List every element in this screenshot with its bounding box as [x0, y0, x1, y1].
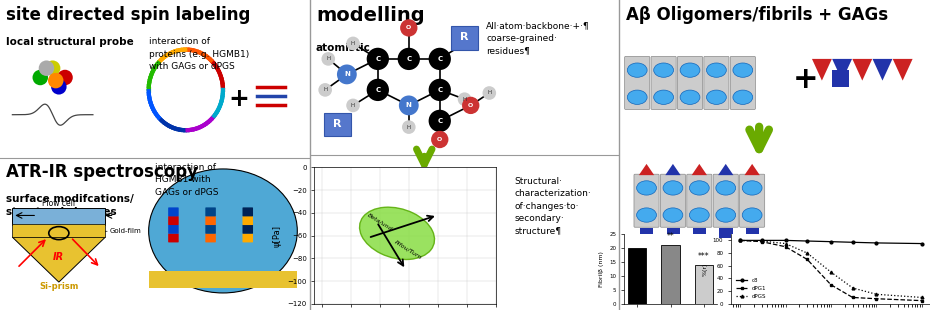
c8	[847, 241, 858, 244]
FancyBboxPatch shape	[206, 233, 216, 242]
Circle shape	[318, 83, 332, 97]
Text: H: H	[462, 97, 467, 102]
FancyBboxPatch shape	[739, 174, 764, 227]
Bar	[661, 245, 680, 304]
Text: R: R	[460, 32, 469, 42]
Ellipse shape	[663, 208, 683, 222]
Circle shape	[429, 110, 451, 132]
Circle shape	[39, 60, 54, 76]
Circle shape	[402, 120, 416, 134]
Text: interaction of
proteins (e.g. HGMB1)
with GAGs or dPGS: interaction of proteins (e.g. HGMB1) wit…	[149, 37, 249, 71]
Circle shape	[322, 52, 335, 66]
FancyBboxPatch shape	[451, 26, 478, 50]
FancyBboxPatch shape	[651, 56, 676, 109]
Text: R: R	[333, 119, 342, 129]
Ellipse shape	[742, 208, 762, 222]
Ellipse shape	[680, 63, 700, 77]
FancyBboxPatch shape	[686, 174, 711, 227]
dPGS	[826, 270, 837, 274]
FancyBboxPatch shape	[206, 225, 216, 234]
Text: O: O	[406, 25, 411, 30]
FancyBboxPatch shape	[243, 225, 253, 234]
dPG1	[780, 245, 791, 249]
FancyBboxPatch shape	[640, 228, 654, 237]
Circle shape	[51, 79, 67, 95]
Circle shape	[398, 48, 420, 70]
Circle shape	[33, 70, 48, 85]
FancyBboxPatch shape	[12, 208, 105, 225]
dPGS	[916, 296, 927, 299]
FancyBboxPatch shape	[168, 207, 179, 216]
dPGS	[735, 238, 746, 242]
Text: C: C	[437, 87, 443, 93]
Circle shape	[337, 64, 357, 84]
Ellipse shape	[733, 63, 752, 77]
FancyBboxPatch shape	[243, 233, 253, 242]
Text: Flow cell: Flow cell	[42, 198, 75, 208]
Text: N: N	[344, 71, 350, 78]
Ellipse shape	[628, 90, 647, 104]
Ellipse shape	[680, 90, 700, 104]
Text: Gold-film: Gold-film	[110, 228, 141, 234]
Circle shape	[346, 37, 360, 50]
Text: Structural·
characterization·
of·changes·to·
secondary·
structure¶: Structural· characterization· of·changes…	[514, 177, 591, 236]
Circle shape	[462, 97, 479, 114]
dPG1	[847, 296, 858, 299]
Text: surface modifcations/
structural changes: surface modifcations/ structural changes	[7, 194, 134, 217]
c8	[826, 240, 837, 244]
Ellipse shape	[654, 63, 673, 77]
FancyBboxPatch shape	[168, 216, 179, 225]
Text: H: H	[462, 41, 467, 46]
Polygon shape	[12, 237, 105, 282]
Circle shape	[45, 60, 60, 76]
FancyBboxPatch shape	[149, 271, 298, 288]
FancyBboxPatch shape	[704, 56, 729, 109]
Polygon shape	[639, 164, 654, 175]
Y-axis label: Fibrilβ (nm): Fibrilβ (nm)	[599, 251, 604, 287]
Ellipse shape	[360, 207, 434, 259]
FancyBboxPatch shape	[746, 228, 759, 237]
Text: H: H	[351, 103, 355, 108]
Line: dPG1: dPG1	[738, 239, 923, 302]
Ellipse shape	[733, 90, 752, 104]
Text: H: H	[487, 91, 491, 95]
Y-axis label: %(r): %(r)	[702, 262, 708, 276]
Circle shape	[346, 99, 360, 112]
Ellipse shape	[707, 63, 726, 77]
Bar	[629, 248, 646, 304]
Text: ATR-IR spectroscopy: ATR-IR spectroscopy	[7, 163, 198, 181]
Circle shape	[366, 79, 389, 101]
FancyBboxPatch shape	[243, 207, 253, 216]
Text: H: H	[406, 125, 411, 130]
Polygon shape	[718, 164, 734, 175]
Text: C: C	[406, 56, 411, 62]
Text: Aβ Oligomers/fibrils + GAGs: Aβ Oligomers/fibrils + GAGs	[626, 6, 888, 24]
Text: H: H	[323, 87, 327, 92]
Ellipse shape	[689, 208, 710, 222]
Text: local structural probe: local structural probe	[7, 37, 134, 47]
FancyBboxPatch shape	[677, 56, 702, 109]
Ellipse shape	[742, 181, 762, 195]
Text: H: H	[351, 41, 355, 46]
dPGS	[756, 239, 767, 243]
FancyBboxPatch shape	[206, 207, 216, 216]
FancyBboxPatch shape	[625, 56, 650, 109]
dPGS	[870, 292, 882, 296]
Circle shape	[483, 86, 496, 100]
Text: N: N	[405, 102, 412, 108]
Text: +: +	[793, 64, 818, 94]
Bar	[695, 265, 712, 304]
Text: C: C	[437, 56, 443, 62]
Text: All·atom·backbone·+·¶
coarse-grained·
residues¶: All·atom·backbone·+·¶ coarse-grained· re…	[486, 22, 590, 56]
Legend: c8, dPG1, dPGS: c8, dPG1, dPGS	[734, 276, 768, 301]
Ellipse shape	[149, 169, 298, 293]
FancyBboxPatch shape	[667, 228, 680, 237]
Text: ***: ***	[698, 251, 710, 260]
FancyBboxPatch shape	[168, 233, 179, 242]
Polygon shape	[893, 59, 912, 81]
dPG1	[870, 297, 882, 301]
Line: c8: c8	[738, 239, 923, 245]
Text: O: O	[468, 103, 473, 108]
Polygon shape	[832, 59, 852, 81]
FancyBboxPatch shape	[168, 225, 179, 234]
